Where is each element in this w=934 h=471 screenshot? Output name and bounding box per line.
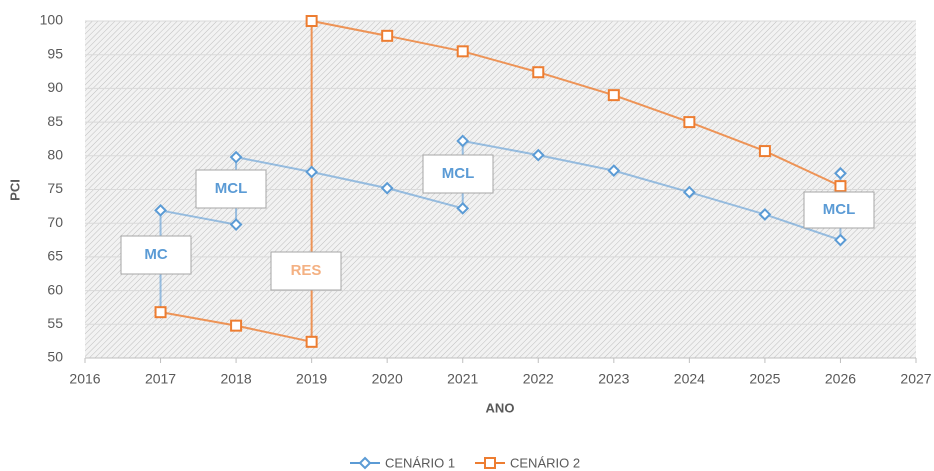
x-tick-label: 2017	[145, 371, 176, 387]
annotation-box	[803, 191, 875, 229]
annotation-text: MCL	[215, 180, 248, 197]
y-tick-label: 65	[47, 248, 63, 264]
annotation-box	[422, 154, 494, 194]
marker	[456, 201, 470, 215]
annotation-text: RES	[291, 262, 322, 279]
marker	[682, 185, 696, 199]
x-tick-label: 2018	[221, 371, 252, 387]
annotation-text: MC	[144, 246, 167, 263]
x-tick-label: 2024	[674, 371, 705, 387]
x-tick-label: 2026	[825, 371, 856, 387]
marker	[834, 233, 847, 247]
y-tick-label: 50	[47, 349, 63, 365]
annotation: MCL	[803, 191, 875, 229]
annotation-box	[270, 251, 342, 291]
x-tick-label: 2020	[372, 371, 403, 387]
legend-label: CENÁRIO 1	[385, 455, 455, 470]
y-tick-label: 90	[47, 79, 63, 95]
marker	[154, 203, 167, 217]
legend-item: CENÁRIO 1	[350, 455, 455, 470]
y-tick-label: 85	[47, 113, 63, 129]
marker	[230, 319, 243, 332]
annotation-box	[120, 235, 192, 275]
marker	[834, 166, 847, 180]
y-tick-label: 95	[47, 45, 63, 61]
marker	[305, 335, 318, 348]
marker	[229, 150, 243, 164]
annotation: MCL	[422, 154, 494, 194]
legend-label: CENÁRIO 2	[510, 455, 580, 470]
marker	[229, 218, 243, 231]
marker	[154, 306, 167, 319]
marker	[358, 456, 372, 470]
marker	[758, 145, 771, 158]
y-tick-label: 60	[47, 281, 63, 297]
annotation: MCL	[195, 169, 267, 209]
annotation-text: MCL	[823, 201, 856, 218]
x-tick-label: 2019	[296, 371, 327, 387]
x-axis-label: ANO	[486, 400, 515, 415]
annotation-box	[195, 169, 267, 209]
y-tick-label: 80	[47, 147, 63, 163]
marker	[381, 29, 394, 42]
y-tick-label: 75	[47, 180, 63, 196]
marker	[456, 134, 470, 148]
marker	[683, 116, 696, 129]
marker	[607, 164, 621, 178]
legend-item: CENÁRIO 2	[475, 455, 580, 470]
annotation: RES	[270, 251, 342, 291]
marker	[380, 181, 394, 195]
y-tick-label: 100	[40, 12, 64, 28]
marker	[834, 180, 847, 193]
x-tick-label: 2021	[447, 371, 478, 387]
marker	[758, 208, 772, 221]
marker	[305, 15, 318, 27]
x-tick-label: 2023	[598, 371, 629, 387]
x-tick-label: 2016	[69, 371, 100, 387]
y-axis-label: PCI	[7, 179, 22, 201]
marker	[305, 165, 319, 179]
y-tick-label: 70	[47, 214, 63, 230]
y-tick-label: 55	[47, 315, 63, 331]
x-tick-label: 2027	[900, 371, 931, 387]
marker	[607, 89, 620, 102]
marker	[456, 45, 469, 58]
marker	[531, 148, 545, 162]
marker	[484, 457, 496, 469]
x-tick-label: 2022	[523, 371, 554, 387]
marker	[532, 66, 545, 79]
annotation: MC	[120, 235, 192, 275]
annotation-text: MCL	[442, 165, 475, 182]
x-tick-label: 2025	[749, 371, 780, 387]
